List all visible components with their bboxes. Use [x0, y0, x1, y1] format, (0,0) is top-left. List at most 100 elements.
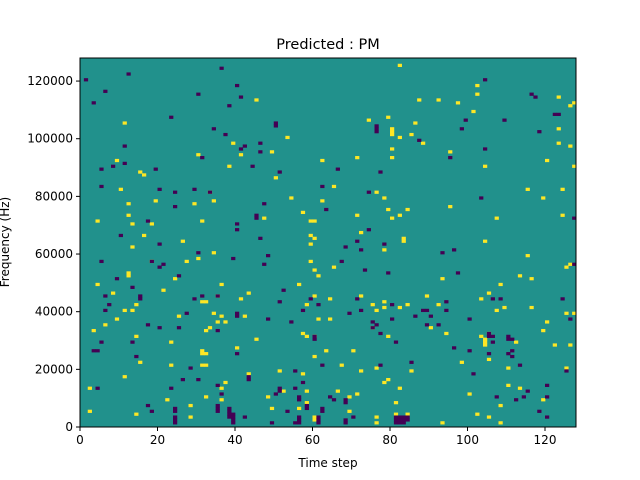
heatmap-cell-high	[382, 380, 387, 385]
heatmap-cell-low	[293, 369, 298, 373]
heatmap-cell-high	[390, 132, 395, 137]
heatmap-cell-low	[149, 409, 154, 413]
heatmap-cell-low	[560, 297, 565, 301]
heatmap-cell-low	[378, 363, 383, 367]
heatmap-cell-high	[494, 308, 499, 313]
heatmap-cell-low	[235, 228, 240, 232]
heatmap-cell-high	[297, 282, 302, 287]
heatmap-cell-low	[545, 415, 550, 419]
heatmap-cell-low	[99, 340, 104, 344]
heatmap-cell-high	[339, 363, 344, 367]
heatmap-cell-high	[413, 121, 418, 125]
heatmap-cell-low	[91, 101, 96, 105]
heatmap-cell-high	[308, 242, 313, 246]
heatmap-cell-low	[215, 403, 220, 408]
heatmap-cell-low	[343, 398, 348, 402]
heatmap-cell-high	[200, 300, 205, 304]
heatmap-cell-high	[285, 135, 290, 140]
heatmap-cell-low	[401, 415, 406, 419]
heatmap-cell-high	[122, 375, 127, 379]
heatmap-cell-low	[254, 213, 259, 217]
heatmap-cell-high	[556, 141, 561, 145]
y-tick-label: 100000	[27, 132, 73, 146]
heatmap-cell-low	[355, 239, 360, 243]
heatmap-cell-high	[572, 101, 577, 105]
heatmap-cell-low	[215, 409, 220, 413]
heatmap-cell-high	[308, 219, 313, 223]
heatmap-cell-low	[483, 78, 488, 82]
heatmap-cell-low	[486, 352, 492, 356]
heatmap-cell-low	[455, 271, 461, 275]
heatmap-cell-low	[285, 409, 290, 413]
heatmap-cell-high	[568, 262, 573, 266]
heatmap-cell-high	[138, 360, 143, 364]
heatmap-cell-low	[452, 248, 457, 252]
heatmap-cell-low	[397, 421, 402, 425]
heatmap-cell-low	[510, 337, 515, 341]
heatmap-cell-low	[231, 421, 236, 425]
heatmap-cell-low	[393, 415, 399, 419]
heatmap-cell-high	[455, 101, 461, 105]
heatmap-cell-high	[502, 305, 507, 310]
heatmap-cell-high	[409, 369, 414, 373]
heatmap-cell-low	[417, 138, 422, 142]
heatmap-cell-low	[320, 363, 325, 367]
heatmap-cell-low	[490, 297, 495, 301]
heatmap-cell-low	[246, 377, 251, 382]
heatmap-cell-low	[173, 406, 178, 411]
x-axis-label: Time step	[297, 456, 357, 470]
heatmap-cell-low	[386, 271, 391, 275]
heatmap-cell-high	[219, 282, 224, 287]
heatmap-cell-high	[552, 343, 557, 347]
y-tick-label: 80000	[35, 189, 73, 203]
heatmap-cell-low	[173, 418, 178, 422]
heatmap-cell-low	[235, 222, 240, 226]
heatmap-cell-high	[440, 421, 445, 425]
heatmap-cell-high	[200, 363, 205, 367]
heatmap-cell-high	[266, 395, 271, 399]
heatmap-cell-high	[312, 236, 317, 240]
heatmap-cell-low	[297, 415, 302, 419]
heatmap-cell-high	[153, 199, 158, 203]
heatmap-cell-high	[227, 164, 232, 168]
heatmap-cell-low	[227, 104, 232, 108]
heatmap-cell-low	[223, 132, 228, 137]
heatmap-cell-low	[227, 415, 232, 419]
heatmap-cell-low	[448, 156, 453, 160]
heatmap-cell-high	[517, 386, 523, 390]
heatmap-cell-high	[312, 219, 317, 223]
heatmap-cell-low	[192, 297, 197, 301]
heatmap-cell-high	[328, 297, 333, 301]
heatmap-cell-high	[541, 328, 546, 333]
heatmap-cell-low	[521, 395, 526, 399]
heatmap-cell-low	[537, 409, 542, 413]
heatmap-cell-high	[397, 213, 402, 217]
heatmap-cell-high	[436, 98, 441, 102]
heatmap-cell-low	[173, 415, 178, 419]
heatmap-cell-low	[486, 334, 492, 338]
y-tick-label: 60000	[35, 247, 73, 261]
heatmap-cell-high	[572, 164, 577, 168]
heatmap-cell-high	[347, 409, 352, 413]
heatmap-cell-low	[273, 392, 278, 396]
heatmap-cell-high	[517, 274, 523, 278]
heatmap-cell-low	[510, 349, 515, 353]
heatmap-cell-high	[281, 389, 286, 393]
heatmap-cell-low	[114, 277, 120, 281]
heatmap-cell-low	[262, 262, 267, 266]
heatmap-cell-high	[126, 271, 131, 275]
heatmap-cell-low	[320, 409, 325, 413]
heatmap-cell-low	[397, 415, 402, 419]
heatmap-cell-low	[227, 406, 232, 411]
heatmap-cell-high	[486, 415, 492, 419]
heatmap-cell-low	[157, 326, 162, 330]
heatmap-cell-high	[134, 412, 139, 416]
heatmap-cell-high	[393, 401, 399, 405]
heatmap-cell-high	[316, 317, 321, 321]
heatmap-cell-high	[176, 314, 182, 318]
heatmap-cell-high	[331, 265, 337, 269]
heatmap-cell-low	[537, 130, 542, 134]
heatmap-cell-low	[506, 337, 511, 341]
heatmap-cell-high	[273, 176, 278, 180]
heatmap-cell-low	[207, 190, 213, 194]
